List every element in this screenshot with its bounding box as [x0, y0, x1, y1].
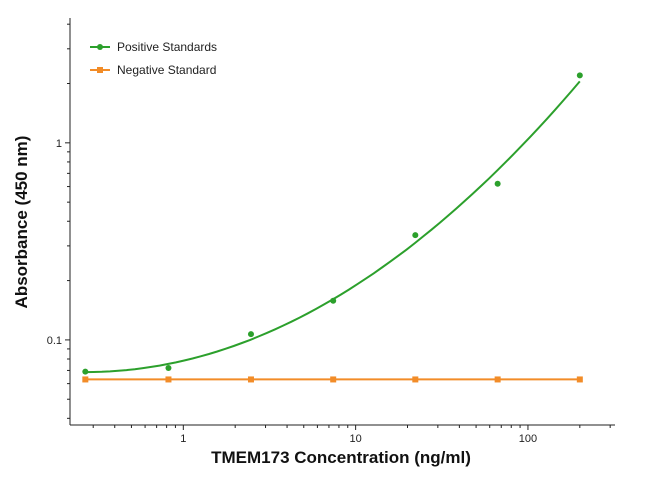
legend: Positive Standards Negative Standard — [90, 40, 217, 77]
x-axis-ticks: 1 10 100 — [92, 425, 611, 445]
data-point-positive — [576, 72, 583, 79]
data-point-negative — [82, 376, 89, 383]
legend-item-negative: Negative Standard — [90, 63, 216, 77]
data-point-positive — [494, 180, 501, 187]
data-point-negative — [576, 376, 583, 383]
x-tick-label: 10 — [350, 433, 362, 445]
legend-swatch-marker — [97, 67, 103, 73]
fit-lines — [85, 80, 581, 381]
data-point-positive — [247, 331, 254, 338]
x-tick-label: 100 — [519, 433, 537, 445]
legend-label: Negative Standard — [117, 63, 216, 77]
legend-label: Positive Standards — [117, 40, 217, 54]
data-point-negative — [247, 376, 254, 383]
data-point-positive — [165, 365, 172, 372]
y-tick-label: 1 — [56, 138, 62, 150]
y-tick-label: 0.1 — [47, 335, 62, 347]
data-point-positive — [412, 232, 419, 239]
x-tick-label: 1 — [180, 433, 186, 445]
data-point-negative — [330, 376, 337, 383]
data-point-negative — [165, 376, 172, 383]
legend-item-positive: Positive Standards — [90, 40, 217, 54]
data-point-positive — [330, 297, 337, 304]
x-axis-title: TMEM173 Concentration (ng/ml) — [211, 448, 471, 467]
data-point-positive — [82, 368, 89, 375]
fit-line-positive — [85, 80, 581, 374]
data-points — [82, 72, 583, 383]
data-point-negative — [494, 376, 501, 383]
data-point-negative — [412, 376, 419, 383]
y-axis-title: Absorbance (450 nm) — [12, 136, 31, 309]
legend-swatch-marker — [97, 44, 103, 50]
axes — [69, 18, 615, 426]
y-axis-ticks: 0.11 — [47, 23, 70, 419]
